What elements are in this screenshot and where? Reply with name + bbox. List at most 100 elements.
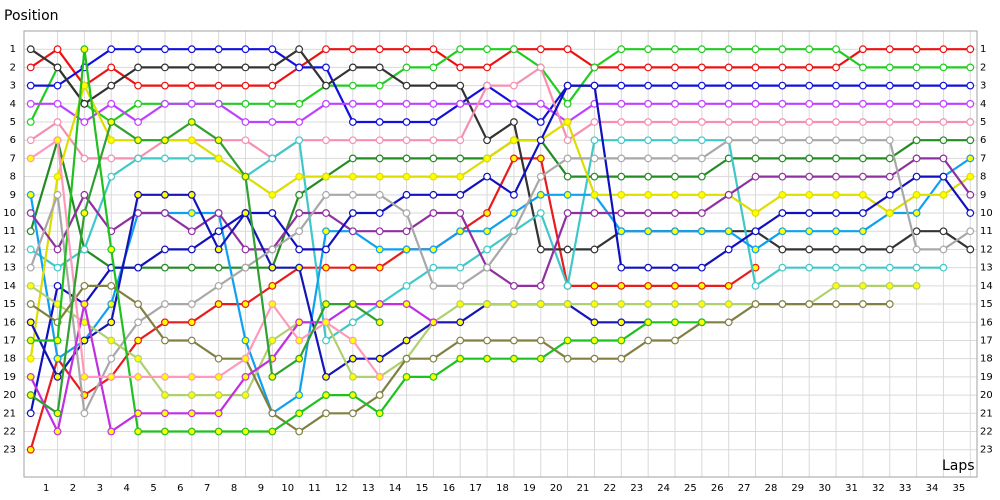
lap-marker xyxy=(429,190,438,199)
lap-marker xyxy=(295,172,304,181)
lap-marker xyxy=(375,136,384,145)
x-tick-label: 9 xyxy=(258,483,264,494)
lap-marker xyxy=(483,336,491,345)
lap-marker xyxy=(375,63,384,72)
y-tick-label: 4 xyxy=(10,99,16,110)
x-tick-label: 14 xyxy=(389,483,402,494)
lap-marker xyxy=(429,81,438,90)
lap-marker xyxy=(671,336,679,345)
lap-marker xyxy=(241,427,250,436)
lap-marker xyxy=(536,154,545,163)
lap-marker xyxy=(322,245,330,254)
lap-marker xyxy=(161,391,169,399)
lap-marker xyxy=(805,172,814,181)
lap-marker xyxy=(912,190,921,199)
position-line xyxy=(29,84,972,414)
lap-marker xyxy=(912,245,921,254)
lap-marker xyxy=(724,63,733,72)
lap-marker xyxy=(832,63,840,72)
lap-marker xyxy=(161,336,169,345)
lap-marker xyxy=(348,154,357,163)
x-tick-label: 33 xyxy=(899,483,912,494)
lap-marker xyxy=(778,190,787,199)
lap-marker xyxy=(268,245,277,254)
lap-marker xyxy=(939,45,948,54)
lap-marker xyxy=(697,99,706,108)
lap-marker xyxy=(348,190,357,199)
lap-marker xyxy=(671,63,679,72)
lap-marker xyxy=(859,190,867,199)
y-tick-label: 19 xyxy=(3,372,16,383)
y-tick-label: 7 xyxy=(10,153,16,164)
lap-marker xyxy=(295,209,304,217)
lap-marker xyxy=(429,154,438,163)
lap-marker xyxy=(859,136,867,145)
position-line xyxy=(30,48,971,87)
y-tick-label-right: 7 xyxy=(980,153,986,164)
lap-marker xyxy=(402,81,411,90)
lap-marker xyxy=(348,372,357,381)
lap-marker xyxy=(832,263,840,272)
lap-marker xyxy=(161,190,169,199)
lap-marker xyxy=(939,245,948,254)
lap-marker xyxy=(751,99,760,108)
lap-marker xyxy=(402,245,411,254)
y-tick-label: 2 xyxy=(10,62,16,73)
lap-marker xyxy=(134,99,142,108)
lap-marker xyxy=(295,336,304,345)
lap-marker xyxy=(859,209,867,217)
lap-marker xyxy=(53,281,62,290)
y-tick-label-right: 2 xyxy=(980,62,986,73)
lap-marker xyxy=(187,372,196,381)
lap-marker xyxy=(214,63,223,72)
lap-marker xyxy=(751,154,760,163)
lap-marker xyxy=(536,172,545,181)
lap-marker xyxy=(671,172,679,181)
lap-marker xyxy=(912,263,921,272)
lap-marker xyxy=(429,281,438,290)
lap-marker xyxy=(402,154,411,163)
lap-marker xyxy=(832,300,840,308)
lap-marker xyxy=(375,81,384,90)
y-tick-label-right: 20 xyxy=(980,390,993,401)
lap-marker xyxy=(375,209,384,217)
position-line xyxy=(29,157,971,415)
lap-marker xyxy=(805,99,814,108)
lap-marker xyxy=(563,300,572,308)
y-tick-label: 23 xyxy=(3,445,16,456)
lap-marker xyxy=(53,63,62,72)
lap-marker xyxy=(563,99,572,108)
lap-marker xyxy=(80,281,89,290)
lap-marker xyxy=(885,63,894,72)
lap-marker xyxy=(832,172,840,181)
lap-marker xyxy=(187,81,196,90)
lap-marker xyxy=(80,45,89,54)
lap-marker xyxy=(966,209,975,217)
lap-marker xyxy=(778,99,787,108)
x-tick-label: 4 xyxy=(123,483,129,494)
lap-marker xyxy=(402,172,411,181)
y-tick-label: 3 xyxy=(10,81,16,92)
lap-marker xyxy=(26,45,35,54)
x-tick-label: 10 xyxy=(281,483,294,494)
lap-marker xyxy=(429,63,438,72)
lap-marker xyxy=(214,154,223,163)
lap-marker xyxy=(832,190,840,199)
lap-marker xyxy=(53,172,62,181)
lap-marker xyxy=(912,209,921,217)
lap-marker xyxy=(859,172,867,181)
y-tick-label-right: 5 xyxy=(980,117,986,128)
lap-marker xyxy=(751,172,760,181)
lap-marker xyxy=(510,336,518,345)
lap-marker xyxy=(510,118,518,126)
position-line xyxy=(30,48,971,251)
y-tick-label-right: 22 xyxy=(980,426,993,437)
lap-marker xyxy=(348,409,357,418)
lap-marker xyxy=(268,427,277,436)
lap-marker xyxy=(80,154,89,163)
lap-marker xyxy=(161,63,169,72)
lap-marker xyxy=(214,81,223,90)
lap-marker xyxy=(644,99,653,108)
lap-marker xyxy=(939,136,948,145)
